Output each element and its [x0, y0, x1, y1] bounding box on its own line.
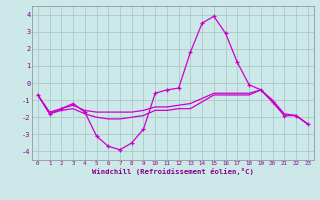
X-axis label: Windchill (Refroidissement éolien,°C): Windchill (Refroidissement éolien,°C) [92, 168, 254, 175]
